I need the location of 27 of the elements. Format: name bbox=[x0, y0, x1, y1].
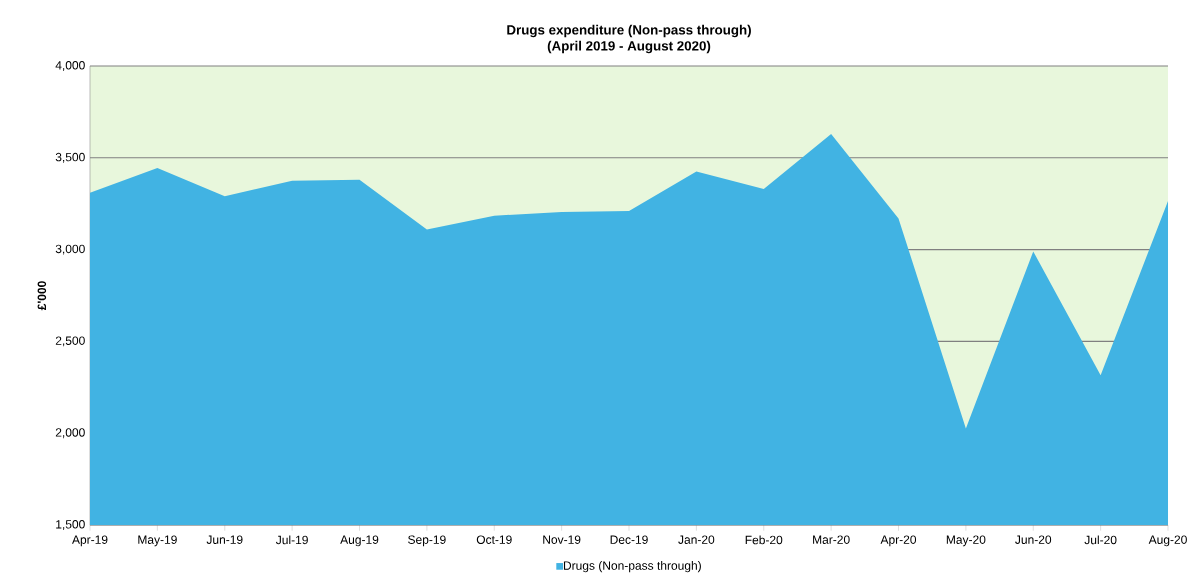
y-tick-label: 2,500 bbox=[55, 336, 85, 347]
x-tick-label: Jun-19 bbox=[206, 535, 243, 544]
x-tick-label: May-19 bbox=[138, 535, 177, 547]
x-tick-label: Nov-19 bbox=[543, 535, 581, 544]
x-tick-label: May-20 bbox=[946, 535, 986, 547]
x-tick-label: Aug-20 bbox=[1148, 535, 1187, 547]
x-tick-label: Sep-19 bbox=[408, 535, 446, 547]
y-tick-label: 2,000 bbox=[55, 428, 85, 439]
x-tick-label: Feb-20 bbox=[745, 535, 783, 545]
chart-title: Drugs expenditure (Non-pass through) bbox=[507, 24, 751, 38]
y-tick-label: 4,000 bbox=[55, 61, 85, 71]
y-tick-label: 3,500 bbox=[55, 152, 85, 163]
x-tick-label: Oct-19 bbox=[476, 535, 512, 544]
x-tick-label: Jul-19 bbox=[275, 535, 308, 545]
legend-label: Drugs (Non-pass through) bbox=[563, 561, 701, 573]
x-tick-label: Apr-20 bbox=[880, 535, 917, 547]
y-axis-title: £'000 bbox=[37, 281, 47, 311]
x-tick-label: Jun-20 bbox=[1015, 535, 1052, 544]
chart-subtitle: (April 2019 - August 2020) bbox=[547, 40, 711, 54]
y-tick-label: 1,500 bbox=[56, 520, 85, 530]
x-tick-label: Dec-19 bbox=[610, 535, 648, 544]
x-tick-label: Mar-20 bbox=[813, 535, 850, 544]
x-tick-label: Jan-20 bbox=[678, 535, 715, 544]
x-tick-label: Apr-19 bbox=[72, 535, 108, 547]
y-tick-label: 3,000 bbox=[55, 244, 85, 255]
x-tick-label: Jul-20 bbox=[1084, 535, 1117, 545]
x-tick-label: Aug-19 bbox=[340, 535, 379, 547]
